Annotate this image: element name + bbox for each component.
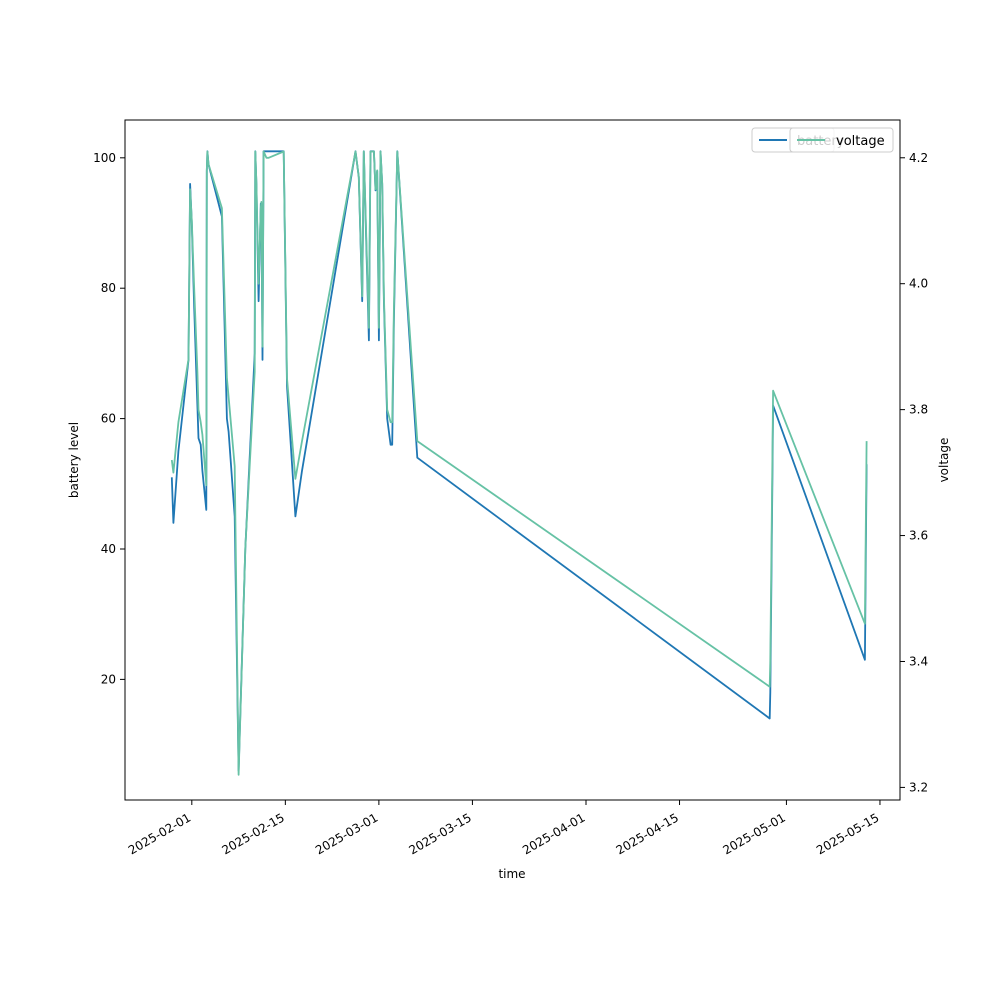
y-axis-right: 3.2 3.4 3.6 3.8 4.0 4.2: [900, 151, 928, 794]
y-axis-left: 20 40 60 80 100: [93, 151, 125, 686]
y2-tick-label: 3.4: [909, 654, 928, 668]
y2-tick-label: 4.2: [909, 151, 928, 165]
y-tick-label: 100: [93, 151, 116, 165]
series-line-voltage: [170, 150, 868, 776]
y2-tick-label: 3.2: [909, 780, 928, 794]
y2-tick-label: 4.0: [909, 277, 928, 291]
y-tick-label: 20: [101, 672, 116, 686]
y2-tick-label: 3.8: [909, 403, 928, 417]
y2-tick-label: 3.6: [909, 529, 928, 543]
y-tick-label: 40: [101, 542, 116, 556]
plot-area: [170, 150, 868, 776]
y-axis-label: battery level: [67, 422, 81, 498]
y2-axis-label: voltage: [937, 438, 951, 483]
y-tick-label: 80: [101, 281, 116, 295]
y-tick-label: 60: [101, 412, 116, 426]
axes-frame: [124, 119, 901, 801]
series-line-battery: [170, 150, 868, 772]
x-axis-label: time: [498, 867, 525, 881]
legend-voltage-label: voltage: [836, 134, 885, 149]
legend-voltage: voltage: [789, 127, 894, 153]
